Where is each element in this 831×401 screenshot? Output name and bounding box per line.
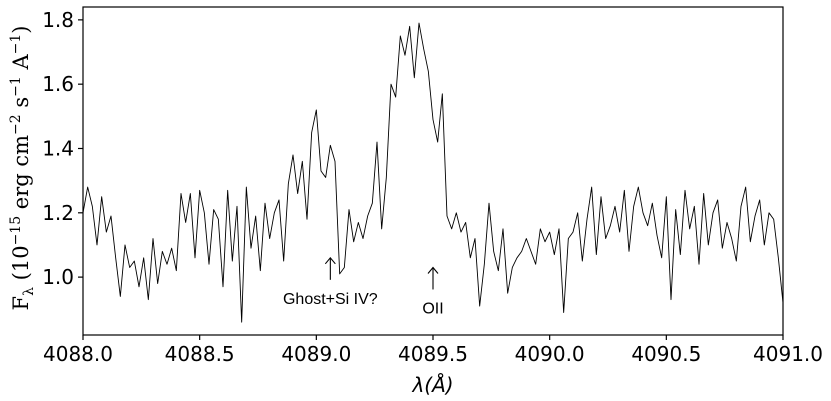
spectrum-line	[82, 22, 784, 323]
y-tick-label: 1.8	[42, 8, 74, 32]
x-tick-label: 4088.5	[165, 342, 235, 366]
x-tick-label: 4091.0	[753, 342, 823, 366]
annotation-label: OII	[422, 300, 443, 317]
x-tick-label: 4089.5	[398, 342, 468, 366]
y-tick-label: 1.0	[42, 265, 74, 289]
y-tick-label: 1.4	[42, 136, 74, 160]
y-tick-label: 1.6	[42, 72, 74, 96]
y-tick-label: 1.2	[42, 201, 74, 225]
x-axis-label: λ(Å)	[411, 373, 453, 397]
x-tick-label: 4090.5	[631, 342, 701, 366]
annotation-label: Ghost+Si IV?	[283, 291, 378, 308]
annotation-arrow-head	[324, 256, 336, 265]
x-tick-label: 4088.0	[43, 342, 113, 366]
annotation-arrow-head	[427, 266, 439, 274]
x-tick-label: 4089.0	[281, 342, 351, 366]
series-layer	[82, 22, 784, 323]
annotations: Ghost+Si IV? OII	[283, 256, 444, 317]
y-axis-label: Fλ (10−15 erg cm−2 s−1 A−1)	[8, 26, 37, 311]
y-axis: 1.0 1.2 1.4 1.6 1.8	[42, 8, 83, 289]
x-tick-label: 4090.0	[515, 342, 585, 366]
x-axis: 4088.0 4088.5 4089.0 4089.5 4090.0 4090.5 4091…	[43, 335, 823, 366]
